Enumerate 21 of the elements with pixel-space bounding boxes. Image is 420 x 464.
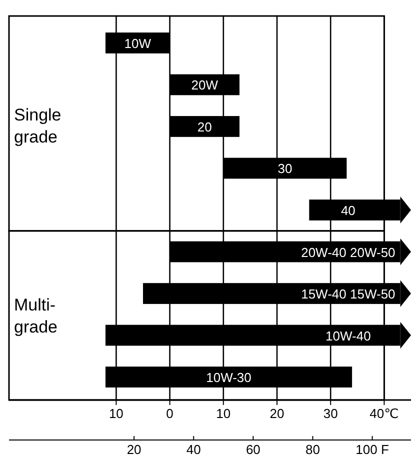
x2-tick-label: 60: [246, 442, 260, 457]
x-tick-label: 10: [216, 406, 231, 421]
y-tick-label: 10W-40: [326, 328, 371, 344]
x2-tick-label: 100 F: [356, 442, 389, 457]
x-tick-label: 10: [108, 406, 124, 421]
x-tick-label: 40℃: [370, 406, 399, 421]
annotation: Multi-grade: [14, 295, 58, 336]
y-tick-label: 20W-40 20W-50: [301, 244, 396, 260]
y-tick-label: 10W-30: [206, 370, 252, 386]
y-tick-label: 15W-40 15W-50: [301, 286, 396, 302]
x-tick-label: 0: [166, 406, 174, 421]
x2-tick-label: 20: [126, 442, 142, 457]
x2-tick-label: 80: [306, 442, 320, 457]
x-tick-label: 30: [323, 406, 338, 421]
x2-tick-label: 40: [186, 442, 201, 457]
y-tick-label: 40: [340, 203, 356, 218]
y-tick-label: 10W: [124, 36, 152, 51]
y-tick-label: 20: [197, 119, 212, 134]
y-tick-label: 20W: [191, 78, 219, 93]
x-tick-label: 20: [270, 406, 284, 421]
annotation: Single grade: [14, 105, 62, 146]
